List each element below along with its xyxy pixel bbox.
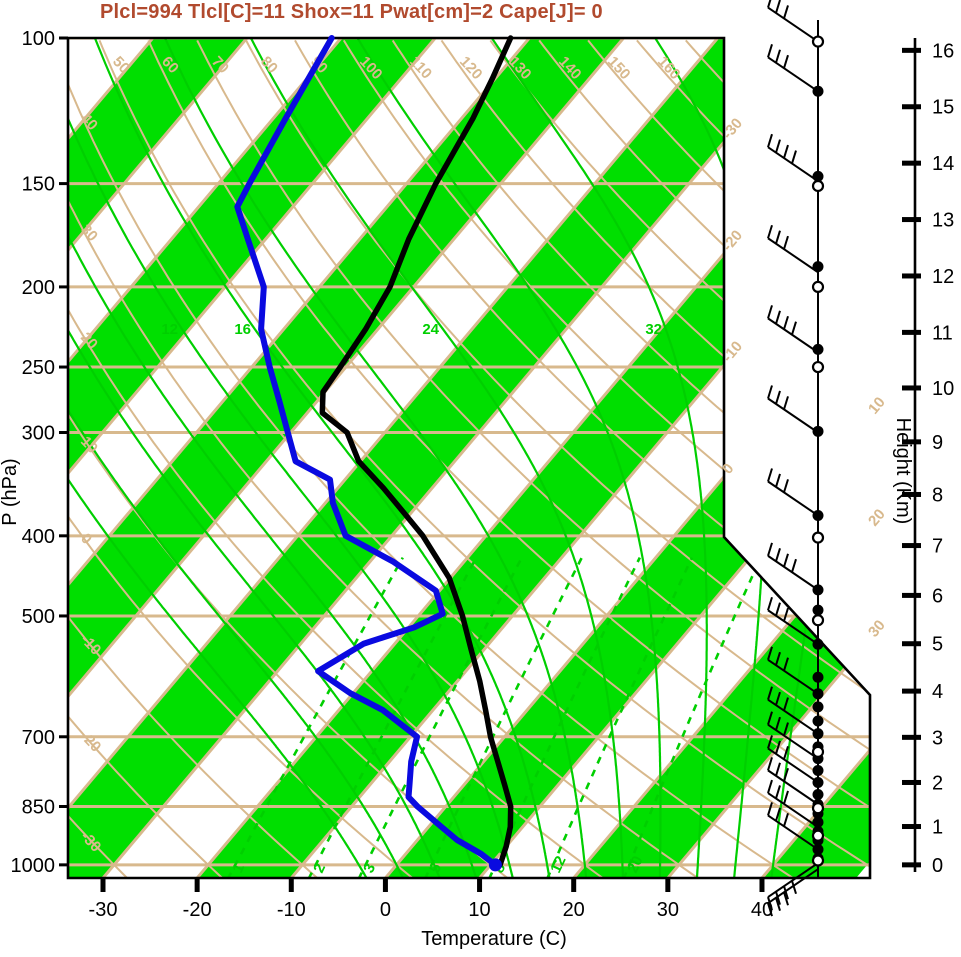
height-tick-label: 12: [932, 266, 954, 288]
wind-dot-open: [811, 280, 825, 294]
moist-adiabat-label: 24: [422, 321, 439, 338]
wind-dot-filled: [812, 765, 824, 777]
pressure-tick-label: 1000: [11, 855, 56, 877]
dewpoint-curve: [234, 35, 499, 868]
height-tick-label: 0: [932, 855, 943, 877]
wind-dot-filled: [812, 715, 824, 727]
pressure-tick-label: 250: [22, 357, 55, 379]
mixing-ratio-label: 12: [547, 853, 569, 875]
wind-dot-filled: [812, 776, 824, 788]
wind-dot-open: [811, 854, 825, 867]
temperature-tick-label: 30: [657, 899, 679, 921]
surface-dewpoint-dot: [488, 858, 502, 872]
wind-dot-filled: [812, 638, 824, 650]
pressure-axis: 100 150 200 250 300 400 500 700 850 1000: [11, 28, 68, 877]
pressure-tick-label: 150: [22, 174, 55, 196]
pressure-tick-label: 700: [22, 727, 55, 749]
height-tick-label: 13: [932, 210, 954, 232]
temperature-tick-label: -30: [89, 899, 118, 921]
wind-dot-open: [811, 745, 825, 758]
temperature-curve: [319, 35, 514, 868]
pressure-tick-label: 850: [22, 796, 55, 818]
wind-dot-filled: [812, 701, 824, 713]
isotherm-label: 30: [865, 617, 889, 641]
temperature-tick-label: 20: [563, 899, 585, 921]
height-tick-label: 16: [932, 40, 954, 62]
height-tick-label: 10: [932, 378, 954, 400]
wind-dot-open: [811, 531, 825, 544]
wind-dot-filled: [812, 510, 824, 522]
mixing-ratio-label: 20: [624, 853, 646, 875]
pressure-tick-label: 400: [22, 526, 55, 548]
wind-dot-filled: [812, 788, 824, 800]
height-axis-label: Height (Km): [892, 418, 914, 525]
wind-dot-filled: [812, 425, 824, 437]
chart-title: Plcl=994 Tlcl[C]=11 Shox=11 Pwat[cm]=2 C…: [100, 1, 603, 23]
height-tick-label: 5: [932, 634, 943, 656]
moist-adiabats: [68, 38, 844, 878]
height-tick-label: 3: [932, 727, 943, 749]
height-tick-label: 1: [932, 817, 943, 839]
wind-dot-open: [811, 614, 825, 627]
wind-dot-filled: [812, 261, 824, 273]
temperature-tick-label: 0: [380, 899, 391, 921]
height-tick-label: 7: [932, 536, 943, 558]
wind-dot-filled: [812, 604, 824, 616]
temperature-axis-label: Temperature (C): [421, 928, 567, 950]
wind-dot-open: [811, 360, 825, 374]
wind-dot-filled: [812, 584, 824, 596]
wind-dot-filled: [812, 688, 824, 700]
height-tick-label: 15: [932, 97, 954, 119]
wind-dot-filled: [812, 170, 824, 182]
height-tick-label: 2: [932, 772, 943, 794]
isotherm-label: 10: [865, 394, 889, 418]
wind-barbs: [767, 0, 825, 917]
temperature-axis: -30 -20 -10 0 10 20 30 40: [89, 879, 773, 921]
wind-dot-filled: [812, 728, 824, 740]
dry-adiabat-label: 120: [456, 53, 486, 83]
wind-dot-filled: [812, 843, 824, 855]
temperature-tick-label: 10: [468, 899, 490, 921]
mixing-ratio-lines: [226, 556, 762, 878]
isotherm-label: 0: [719, 460, 737, 477]
moist-adiabat-label: 16: [234, 321, 251, 338]
isotherms: [68, 38, 870, 878]
moist-adiabat-label: 32: [645, 321, 662, 338]
height-tick-label: 4: [932, 681, 943, 703]
moist-adiabat-label: 12: [161, 321, 178, 338]
wind-dot-filled: [812, 85, 824, 97]
temperature-tick-label: -20: [183, 899, 212, 921]
height-tick-label: 14: [932, 153, 954, 175]
wind-dot-open: [811, 829, 825, 842]
wind-dot-open: [811, 179, 825, 193]
wind-dot-open: [811, 802, 825, 815]
pressure-axis-label: P (hPa): [0, 458, 21, 525]
height-tick-label: 11: [932, 322, 953, 344]
pressure-tick-label: 200: [22, 277, 55, 299]
height-tick-label: 9: [932, 432, 943, 454]
wind-dot-filled: [812, 343, 824, 355]
temperature-tick-label: 40: [751, 899, 773, 921]
pressure-tick-label: 300: [22, 423, 55, 445]
plot-outline: [66, 36, 872, 880]
height-tick-label: 8: [932, 484, 943, 506]
height-tick-label: 6: [932, 585, 943, 607]
pressure-tick-label: 500: [22, 606, 55, 628]
wind-dot-open: [811, 35, 825, 48]
temperature-tick-label: -10: [277, 899, 306, 921]
pressure-tick-label: 100: [22, 28, 55, 50]
moist-adiabat-labels: 12 16 24 32: [161, 321, 662, 338]
wind-dot-filled: [812, 816, 824, 828]
isotherm-label: 20: [865, 506, 889, 530]
wind-dot-filled: [812, 671, 824, 683]
